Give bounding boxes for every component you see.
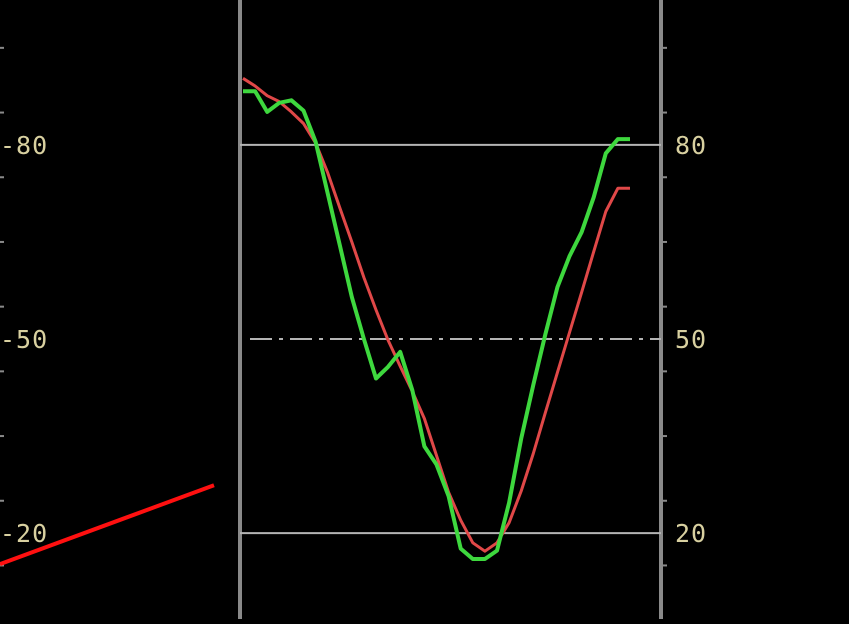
left-axis-tick-label-50: -50	[0, 325, 48, 354]
right-axis-tick-label-80: 80	[675, 131, 707, 160]
left-panel: -80 -50 -20	[0, 46, 215, 567]
right-axis-tick-label-50: 50	[675, 325, 707, 354]
left-series-line	[0, 483, 215, 567]
main-panel: 80 50 20	[238, 0, 707, 619]
series-line-green	[243, 89, 630, 561]
series-line-red	[242, 77, 630, 553]
right-axis-tick-label-20: 20	[675, 519, 707, 548]
left-axis-tick-label-80: -80	[0, 131, 48, 160]
left-axis-tick-label-20: -20	[0, 519, 48, 548]
